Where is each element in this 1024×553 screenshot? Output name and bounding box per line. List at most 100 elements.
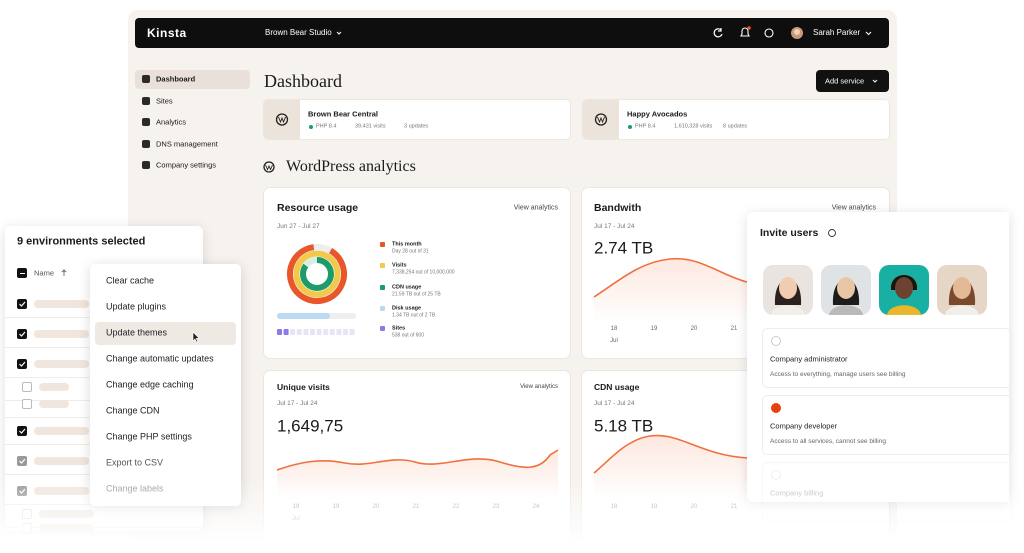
row-checkbox[interactable]	[22, 382, 32, 392]
analytics-card	[264, 371, 570, 541]
row-placeholder	[39, 510, 94, 518]
menu-item[interactable]: Change edge caching	[106, 379, 194, 390]
panel-title: Invite users	[760, 226, 819, 239]
sidebar-item[interactable]: Dashboard	[156, 74, 196, 84]
site-php: PHP 8.4	[635, 123, 656, 130]
row-checkbox[interactable]	[22, 509, 32, 519]
row-placeholder	[39, 383, 69, 391]
role-description: Access to all services, cannot see billi…	[770, 437, 886, 445]
menu-item[interactable]: Update plugins	[106, 301, 167, 312]
row-placeholder	[34, 330, 89, 338]
card-link[interactable]: View analytics	[520, 384, 558, 390]
user-name[interactable]: Sarah Parker	[813, 28, 861, 37]
row-checkbox[interactable]	[22, 523, 32, 533]
x-tick-label: 21	[730, 504, 738, 510]
x-tick-label: 18	[292, 504, 300, 510]
card-range: Jul 17 - Jul 24	[277, 399, 318, 407]
legend-label: Disk usage	[392, 305, 422, 312]
row-checkbox[interactable]	[17, 456, 27, 466]
x-month-label: Jul	[610, 338, 618, 344]
legend-detail: 538 out of 600	[392, 332, 424, 339]
row-divider	[5, 541, 203, 542]
legend-label: CDN usage	[392, 284, 422, 291]
sidebar-item[interactable]: Sites	[156, 96, 173, 106]
x-tick-label: 19	[650, 504, 658, 510]
role-name[interactable]: Company billing	[770, 488, 824, 498]
checkbox-dash	[19, 272, 25, 274]
card-title: Resource usage	[277, 201, 359, 214]
row-checkbox[interactable]	[22, 399, 32, 409]
legend-label: Sites	[392, 325, 406, 332]
site-updates: 8 updates	[723, 123, 748, 130]
site-card[interactable]	[583, 100, 889, 139]
sidebar-item[interactable]: Analytics	[156, 117, 187, 127]
sidebar-icon	[142, 75, 150, 83]
x-month-label: Jul	[292, 516, 300, 522]
sidebar-item[interactable]: Company settings	[156, 160, 217, 170]
big-value: 1,649,75	[277, 416, 344, 436]
row-checkbox[interactable]	[17, 426, 27, 436]
x-tick-label: 19	[332, 504, 340, 510]
big-value: 5.18 TB	[594, 416, 654, 436]
menu-item[interactable]: Change CDN	[106, 405, 160, 416]
menu-hover	[95, 322, 236, 345]
menu-item[interactable]: Update themes	[106, 327, 168, 338]
row-placeholder	[34, 300, 89, 308]
button-label[interactable]: Add service	[825, 76, 865, 86]
legend-label: Visits	[392, 262, 407, 269]
legend-detail: 7,338,254 out of 10,000,000	[392, 269, 455, 276]
x-tick-label: 24	[532, 504, 540, 510]
x-tick-label: 18	[610, 326, 618, 332]
card-title: Unique visits	[277, 381, 330, 392]
row-checkbox[interactable]	[17, 299, 27, 309]
invite-panel	[747, 212, 1009, 502]
x-tick-label: 19	[650, 326, 658, 332]
company-switcher[interactable]: Brown Bear Studio	[265, 28, 332, 37]
x-tick-label: 20	[372, 504, 380, 510]
role-option[interactable]	[762, 328, 1012, 388]
legend-detail: 21.59 TB out of 25 TB	[392, 291, 441, 298]
legend-swatch	[380, 306, 385, 311]
site-icon-block	[583, 100, 619, 139]
row-placeholder	[34, 427, 89, 435]
section-title: WordPress analytics	[286, 158, 416, 175]
menu-item[interactable]: Change automatic updates	[106, 353, 214, 364]
panel-title: 9 environments selected	[17, 235, 146, 248]
legend-swatch	[380, 263, 385, 268]
site-name[interactable]: Happy Avocados	[627, 109, 688, 119]
card-range: Jun 27 - Jul 27	[277, 222, 320, 230]
column-header[interactable]: Name	[34, 268, 55, 278]
role-option[interactable]	[762, 395, 1012, 455]
site-icon-block	[264, 100, 300, 139]
role-name[interactable]: Company administrator	[770, 354, 848, 364]
site-card[interactable]	[264, 100, 570, 139]
legend-detail: 1.34 TB out of 2 TB	[392, 312, 436, 319]
sidebar-item[interactable]: DNS management	[156, 139, 218, 149]
row-placeholder	[39, 524, 94, 532]
card-link[interactable]: View analytics	[831, 204, 876, 212]
row-placeholder	[39, 400, 69, 408]
row-checkbox[interactable]	[17, 329, 27, 339]
card-range: Jul 17 - Jul 24	[594, 399, 635, 407]
context-menu	[90, 264, 241, 506]
menu-item[interactable]: Export to CSV	[106, 457, 164, 468]
row-placeholder	[34, 457, 89, 465]
logo: Kinsta	[147, 26, 187, 40]
card-title: CDN usage	[594, 381, 640, 392]
row-checkbox[interactable]	[17, 359, 27, 369]
site-visits: 39,431 visits	[355, 123, 386, 130]
card-link[interactable]: View analytics	[513, 204, 558, 212]
row-checkbox[interactable]	[17, 486, 27, 496]
site-updates: 3 updates	[404, 123, 429, 130]
add-service-button[interactable]	[816, 70, 889, 92]
sidebar-icon	[142, 161, 150, 169]
x-tick-label: 20	[690, 326, 698, 332]
menu-item[interactable]: Change labels	[106, 483, 164, 494]
menu-item[interactable]: Clear cache	[106, 275, 155, 286]
site-visits: 1,610,328 visits	[674, 123, 713, 130]
site-name[interactable]: Brown Bear Central	[308, 109, 379, 119]
role-name[interactable]: Company developer	[770, 421, 838, 431]
big-value: 2.74 TB	[594, 238, 654, 258]
legend-swatch	[380, 285, 385, 290]
menu-item[interactable]: Change PHP settings	[106, 431, 192, 442]
